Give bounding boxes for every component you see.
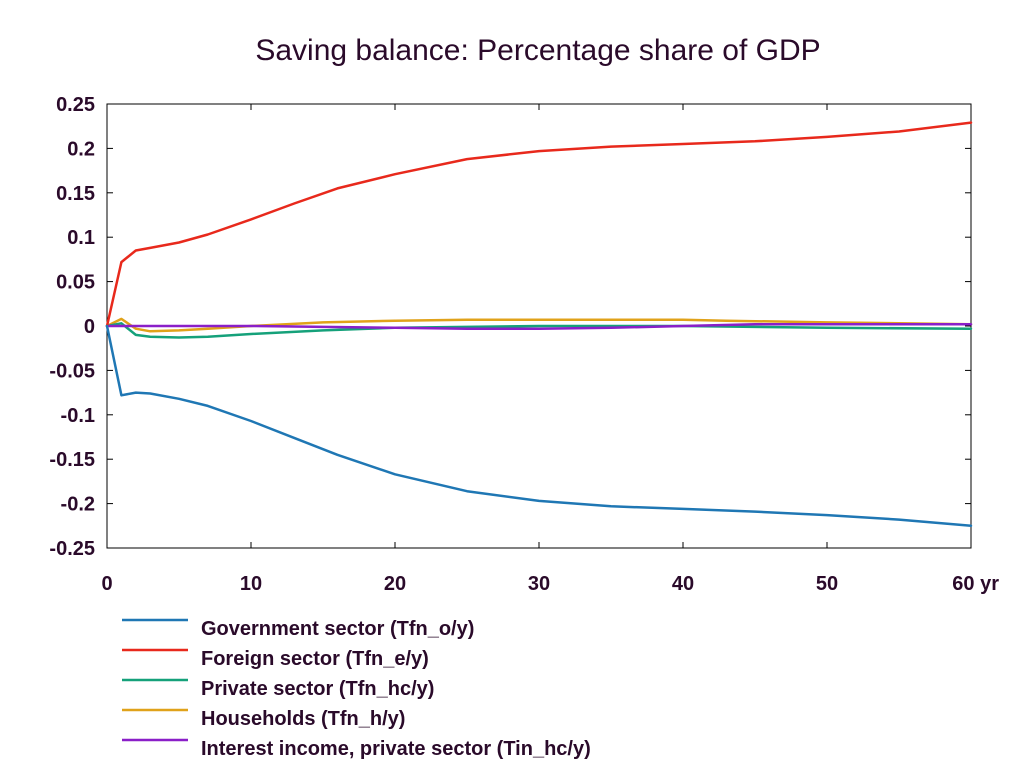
- legend: Government sector (Tfn_o/y) Foreign secto…: [122, 618, 591, 760]
- y-tick-label: 0: [84, 316, 95, 338]
- x-tick-label: 20: [384, 573, 406, 595]
- legend-label: Interest income, private sector (Tin_hc/…: [201, 738, 591, 760]
- y-tick-label: 0.15: [56, 183, 95, 205]
- x-tick-label: 60 yr: [952, 573, 999, 595]
- x-axis: 0 10 20 30 40 50 60 yr: [101, 104, 999, 595]
- x-tick-label: 40: [672, 573, 694, 595]
- legend-label: Government sector (Tfn_o/y): [201, 618, 474, 640]
- y-tick-label: 0.2: [67, 138, 95, 160]
- y-tick-label: -0.25: [49, 538, 95, 560]
- series-line-3: [105, 317, 973, 333]
- series-line-4: [105, 322, 973, 330]
- y-tick-label: -0.1: [61, 405, 95, 427]
- y-tick-label: -0.05: [49, 360, 95, 382]
- chart-title: Saving balance: Percentage share of GDP: [255, 34, 820, 67]
- series-lines: [105, 121, 973, 528]
- legend-label: Private sector (Tfn_hc/y): [201, 678, 434, 700]
- legend-label: Households (Tfn_h/y): [201, 708, 405, 730]
- series-line-0: [105, 324, 973, 528]
- y-axis: -0.25 -0.2 -0.15 -0.1 -0.05 0 0.05 0.1 0.15 0.2 0.…: [49, 94, 971, 560]
- x-tick-label: 10: [240, 573, 262, 595]
- y-tick-label: -0.15: [49, 449, 95, 471]
- series-line-1: [105, 121, 973, 328]
- x-tick-label: 50: [816, 573, 838, 595]
- x-tick-label: 30: [528, 573, 550, 595]
- x-tick-label: 0: [101, 573, 112, 595]
- y-tick-label: 0.1: [67, 227, 95, 249]
- legend-label: Foreign sector (Tfn_e/y): [201, 648, 429, 670]
- y-tick-label: 0.25: [56, 94, 95, 116]
- y-tick-label: -0.2: [61, 494, 95, 516]
- y-tick-label: 0.05: [56, 272, 95, 294]
